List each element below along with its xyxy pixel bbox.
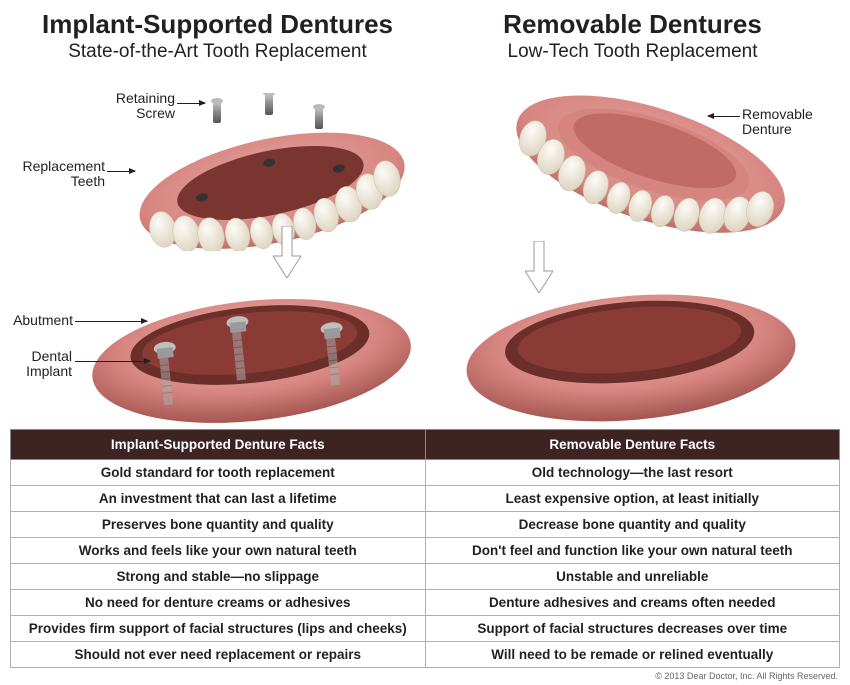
table-row: Should not ever need replacement or repa… <box>11 641 840 667</box>
arrow-dental-implant <box>75 361 150 362</box>
implant-diagram: Retaining Screw Replacement Teeth Abutme… <box>15 71 420 421</box>
label-retaining-screw: Retaining Screw <box>95 91 175 122</box>
removable-diagram: Removable Denture <box>430 71 835 421</box>
arrow-replacement-teeth <box>107 171 135 172</box>
removable-column: Removable Dentures Low-Tech Tooth Replac… <box>430 10 835 421</box>
copyright-text: © 2013 Dear Doctor, Inc. All Rights Rese… <box>655 671 838 681</box>
table-row: Provides firm support of facial structur… <box>11 615 840 641</box>
lower-jaw-removable <box>460 266 800 426</box>
table-row: Strong and stable—no slippageUnstable an… <box>11 563 840 589</box>
diagram-section: Implant-Supported Dentures State-of-the-… <box>0 0 850 429</box>
label-removable-denture: Removable Denture <box>742 107 832 138</box>
lower-jaw-implant <box>85 271 415 426</box>
label-dental-implant: Dental Implant <box>17 349 72 380</box>
header-removable: Removable Denture Facts <box>425 429 840 459</box>
down-arrow-left <box>273 226 301 278</box>
table-row: No need for denture creams or adhesivesD… <box>11 589 840 615</box>
down-arrow-right <box>525 241 553 293</box>
removable-subtitle: Low-Tech Tooth Replacement <box>430 41 835 63</box>
label-replacement-teeth: Replacement Teeth <box>10 159 105 190</box>
arrow-retaining-screw <box>177 103 205 104</box>
table-row: Preserves bone quantity and qualityDecre… <box>11 511 840 537</box>
implant-subtitle: State-of-the-Art Tooth Replacement <box>15 41 420 63</box>
table-row: Works and feels like your own natural te… <box>11 537 840 563</box>
implant-column: Implant-Supported Dentures State-of-the-… <box>15 10 420 421</box>
table-row: An investment that can last a lifetimeLe… <box>11 485 840 511</box>
implant-title: Implant-Supported Dentures <box>15 10 420 39</box>
table-body: Gold standard for tooth replacementOld t… <box>11 459 840 667</box>
arrow-removable-denture <box>708 116 740 117</box>
header-implant: Implant-Supported Denture Facts <box>11 429 426 459</box>
label-abutment: Abutment <box>3 313 73 328</box>
arrow-abutment <box>75 321 147 322</box>
table-row: Gold standard for tooth replacementOld t… <box>11 459 840 485</box>
facts-table: Implant-Supported Denture Facts Removabl… <box>10 429 840 668</box>
removable-title: Removable Dentures <box>430 10 835 39</box>
retaining-screws <box>205 93 345 143</box>
table-header-row: Implant-Supported Denture Facts Removabl… <box>11 429 840 459</box>
